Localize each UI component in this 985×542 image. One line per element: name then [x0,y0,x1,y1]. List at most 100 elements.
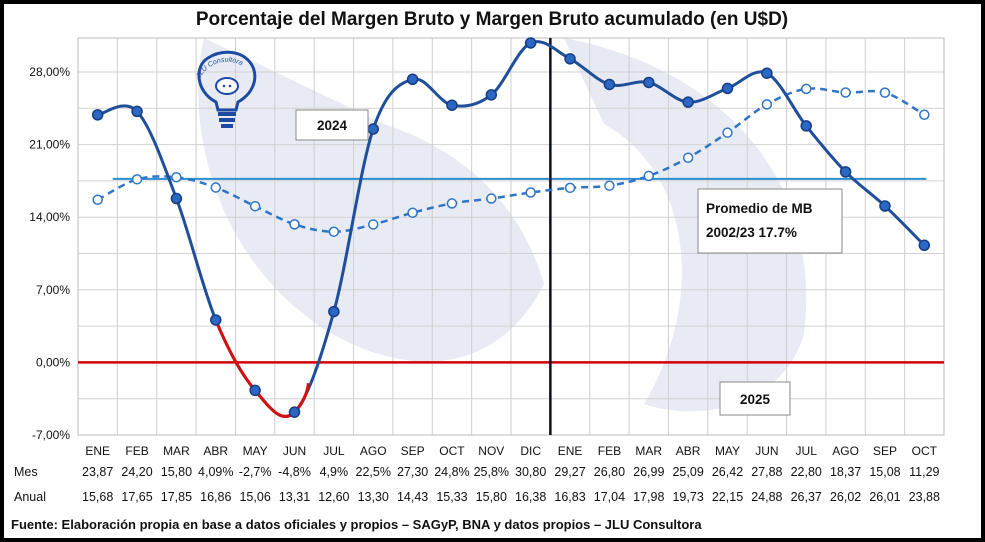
table-anual-value: 17,04 [594,490,625,504]
table-mes-value: -2,7% [239,465,272,479]
point-anual-14 [643,170,655,182]
point-mes-2 [170,192,183,205]
x-tick-label: JUN [755,444,778,458]
table-mes-value: 26,80 [594,465,625,479]
point-mes-4 [249,384,261,397]
x-tick-label: SEP [873,444,897,458]
table-mes-value: 24,8% [434,465,469,479]
point-mes-9 [446,99,458,111]
point-anual-18 [800,83,812,95]
average-label-line2: 2002/23 17.7% [706,225,797,240]
table-row1-label: Mes [14,465,38,479]
point-anual-6 [328,226,340,237]
point-mes-8 [406,73,419,86]
x-tick-label: JUL [323,444,345,458]
point-anual-15 [682,152,694,164]
table-mes-value: 4,9% [320,465,349,479]
point-mes-3 [210,314,222,326]
x-tick-label: OCT [439,444,465,458]
table-anual-value: 26,01 [869,490,900,504]
watermark-shape [198,38,807,412]
point-mes-12 [564,53,576,65]
point-mes-14 [643,76,655,89]
average-annotation-box: Promedio de MB 2002/23 17.7% [697,188,843,254]
point-anual-17 [761,99,773,110]
point-anual-9 [446,198,458,209]
point-anual-19 [840,87,851,98]
table-mes-value: 26,99 [633,465,664,479]
point-anual-3 [210,182,222,193]
point-anual-11 [525,187,536,198]
table-mes-value: 26,42 [712,465,743,479]
table-anual-value: 17,98 [633,490,664,504]
y-tick-label: 21,00% [29,138,70,152]
table-mes-value: 15,08 [869,465,900,479]
point-mes-7 [367,123,379,135]
point-mes-17 [761,67,773,79]
table-anual-value: 16,38 [515,490,546,504]
point-mes-5 [288,406,301,418]
x-tick-label: ENE [558,444,583,458]
chart: Porcentaje del Margen Bruto y Margen Bru… [4,9,981,538]
point-mes-21 [918,239,931,252]
x-tick-label: ENE [85,444,110,458]
table-mes-value: 25,09 [672,465,703,479]
x-tick-label: ABR [676,444,701,458]
table-anual-value: 14,43 [397,490,428,504]
point-anual-2 [171,172,182,183]
table-anual-value: 26,02 [830,490,861,504]
table-mes-value: 11,29 [909,465,939,479]
table-mes-value: -4,8% [278,465,311,479]
table-anual-value: 22,15 [712,490,743,504]
table-mes-value: 18,37 [830,465,861,479]
point-anual-13 [604,180,615,191]
table-mes-value: 4,09% [198,465,233,479]
table-mes-value: 25,8% [474,465,509,479]
table-anual-value: 15,06 [239,490,270,504]
x-axis: ENE FEB MAR ABR MAY JUN JUL AGO SEP OCT NOV DIC ENE F… [85,444,937,458]
x-tick-label: JUN [283,444,306,458]
data-table: Mes Anual 23,87 24,20 15,80 4,09% -2,7% -4,8%… [14,465,940,504]
y-axis: 28,00% 21,00% 14,00% 7,00% 0,00% -7,00% [29,65,70,442]
table-anual-value: 12,60 [318,490,349,504]
table-mes-value: 23,87 [82,465,113,479]
x-tick-label: OCT [912,444,938,458]
point-anual-7 [367,219,379,230]
year-2025-box: 2025 [719,381,791,416]
point-mes-0 [91,109,104,121]
point-anual-4 [249,200,261,212]
point-anual-10 [486,193,497,204]
point-mes-20 [879,200,891,212]
point-anual-20 [879,87,891,98]
y-tick-label: -7,00% [32,428,70,442]
table-anual-value: 15,68 [82,490,113,504]
table-mes-value: 30,80 [515,465,546,479]
table-mes-value: 27,30 [397,465,428,479]
x-tick-label: SEP [401,444,425,458]
year-2024-box: 2024 [295,109,369,141]
table-anual-value: 17,85 [161,490,192,504]
table-anual-value: 16,86 [200,490,231,504]
table-mes-value: 29,27 [554,465,585,479]
point-mes-15 [682,96,694,108]
point-anual-12 [564,182,576,194]
x-tick-label: DIC [520,444,541,458]
x-tick-label: FEB [598,444,621,458]
x-tick-label: AGO [360,444,387,458]
table-mes-value: 22,80 [791,465,822,479]
y-tick-label: 14,00% [29,210,70,224]
table-anual-value: 26,37 [791,490,822,504]
point-anual-0 [92,194,103,206]
y-tick-label: 28,00% [29,65,70,79]
table-mes-value: 27,88 [751,465,782,479]
table-anual-value: 24,88 [751,490,782,504]
point-anual-21 [919,109,930,120]
series-line-mes-negative [214,319,310,418]
table-anual-value: 17,65 [121,490,152,504]
table-mes-value: 22,5% [356,465,391,479]
table-row2-label: Anual [14,490,46,504]
point-mes-10 [485,89,498,101]
source-note: Fuente: Elaboración propia en base a dat… [11,517,702,532]
chart-title: Porcentaje del Margen Bruto y Margen Bru… [196,9,788,30]
x-tick-label: NOV [478,444,504,458]
